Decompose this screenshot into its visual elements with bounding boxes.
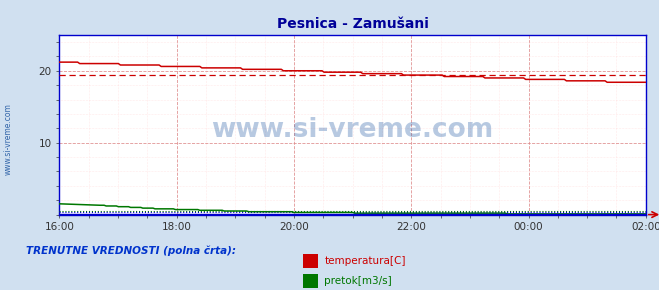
Text: TRENUTNE VREDNOSTI (polna črta):: TRENUTNE VREDNOSTI (polna črta): [26, 246, 237, 256]
Text: www.si-vreme.com: www.si-vreme.com [212, 117, 494, 143]
Text: www.si-vreme.com: www.si-vreme.com [3, 103, 13, 175]
Text: pretok[m3/s]: pretok[m3/s] [324, 276, 392, 286]
Text: temperatura[C]: temperatura[C] [324, 256, 406, 266]
Title: Pesnica - Zamušani: Pesnica - Zamušani [277, 17, 428, 31]
